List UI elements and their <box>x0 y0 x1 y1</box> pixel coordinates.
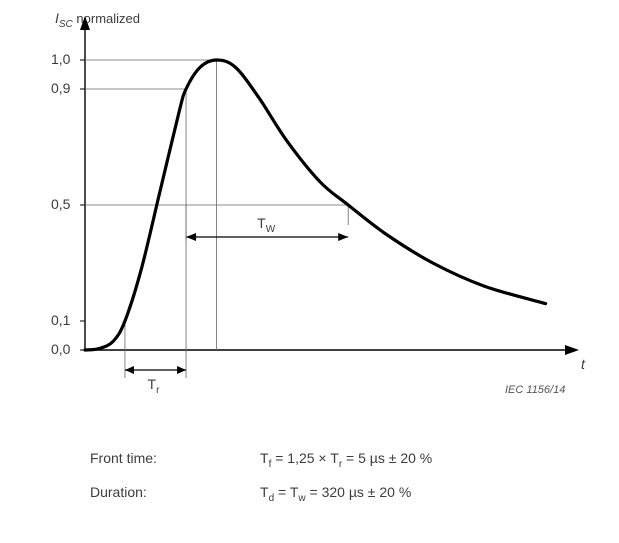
tr-label: Tr <box>148 376 160 396</box>
figure-container: ISC normalized 1,00,90,50,10,0tTWTrIEC 1… <box>0 0 619 543</box>
waveform-chart <box>65 10 615 400</box>
ytick-1p0: 1,0 <box>51 51 70 67</box>
source-label: IEC 1156/14 <box>505 384 565 396</box>
ytick-0p9: 0,9 <box>51 80 70 96</box>
duration-value: Td = Tw = 320 µs ± 20 % <box>260 484 411 504</box>
ytick-0p5: 0,5 <box>51 196 70 212</box>
duration-key: Duration: <box>90 484 260 504</box>
front-time-value: Tf = 1,25 × Tr = 5 µs ± 20 % <box>260 450 432 470</box>
x-axis-label: t <box>581 356 585 372</box>
duration-line: Duration: Td = Tw = 320 µs ± 20 % <box>90 484 432 504</box>
tw-label: TW <box>257 215 275 235</box>
front-time-line: Front time: Tf = 1,25 × Tr = 5 µs ± 20 % <box>90 450 432 470</box>
ytick-0p1: 0,1 <box>51 312 70 328</box>
caption-block: Front time: Tf = 1,25 × Tr = 5 µs ± 20 %… <box>90 450 432 518</box>
ytick-0p0: 0,0 <box>51 341 70 357</box>
front-time-key: Front time: <box>90 450 260 470</box>
